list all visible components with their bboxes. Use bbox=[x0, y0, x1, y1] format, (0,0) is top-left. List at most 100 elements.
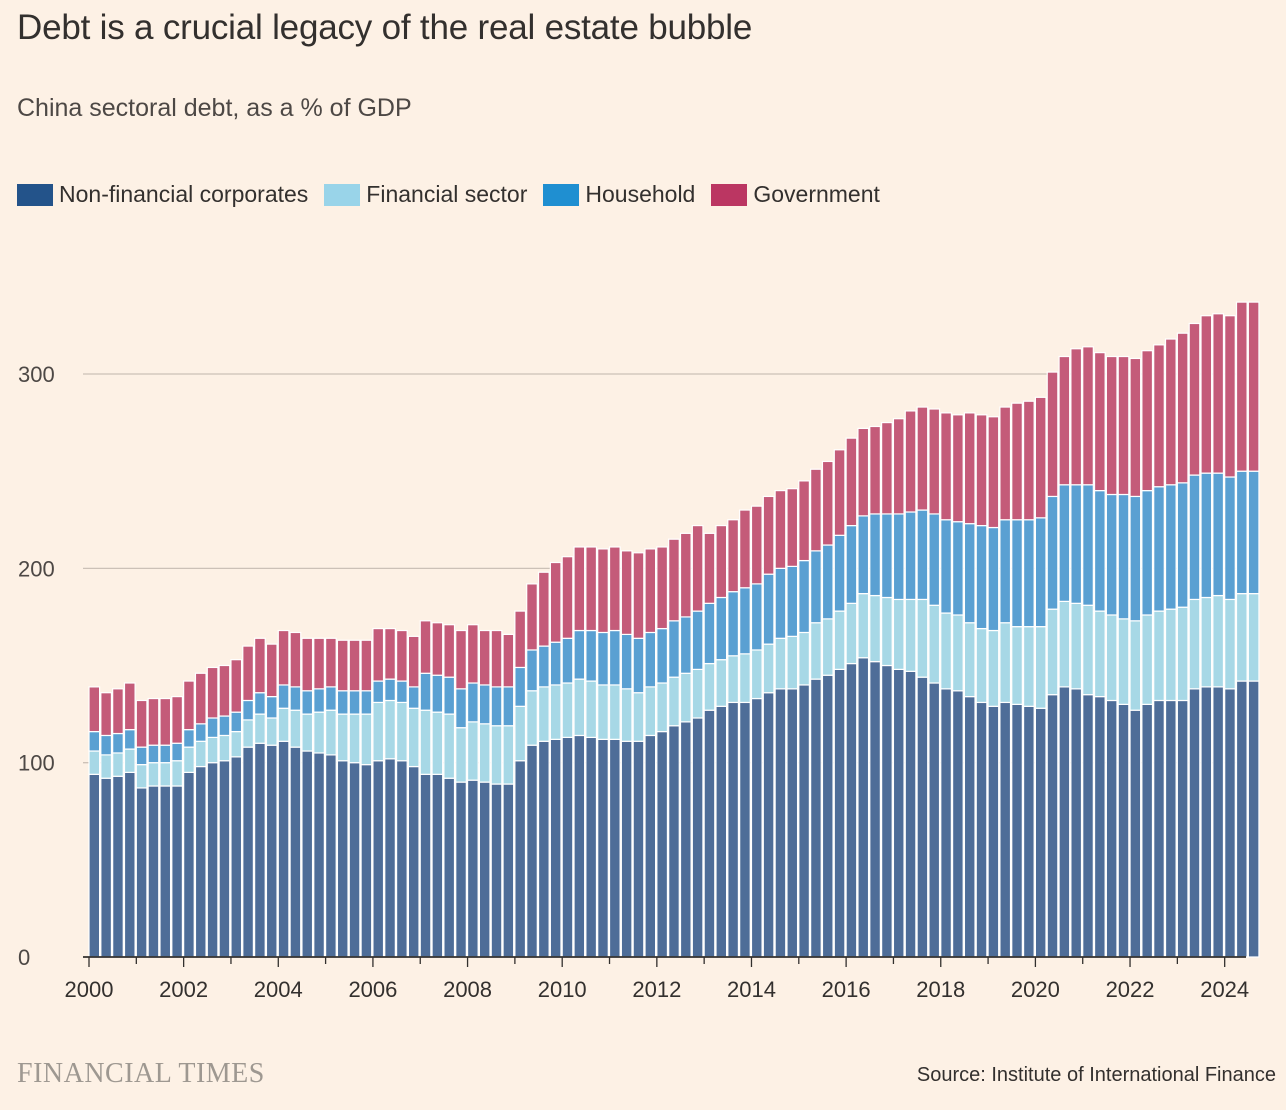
bar-segment bbox=[1247, 301, 1260, 472]
bar-segment bbox=[727, 655, 740, 704]
bar-segment bbox=[833, 534, 846, 612]
bar-segment bbox=[644, 548, 657, 634]
bar-segment bbox=[940, 412, 952, 521]
legend-item-financial-sector: Financial sector bbox=[324, 181, 527, 208]
bar-segment bbox=[1046, 495, 1059, 610]
bar-segment bbox=[727, 591, 740, 657]
bar-segment bbox=[395, 680, 408, 704]
bar-segment bbox=[703, 602, 716, 665]
bar-segment bbox=[277, 740, 290, 958]
bar-segment bbox=[573, 678, 586, 737]
bar-segment bbox=[691, 668, 704, 719]
bar-segment bbox=[1188, 688, 1201, 958]
bar-segment bbox=[999, 701, 1012, 958]
bar-segment bbox=[940, 612, 952, 690]
bar-segment bbox=[786, 635, 799, 690]
bar-segment bbox=[159, 744, 172, 764]
bar-segment bbox=[1093, 610, 1106, 698]
bar-segment bbox=[762, 495, 775, 575]
bar-segment bbox=[1212, 313, 1225, 474]
bar-segment bbox=[597, 738, 609, 958]
bar-segment bbox=[857, 427, 870, 517]
bar-segment bbox=[1141, 350, 1154, 492]
bar-segment bbox=[1164, 484, 1177, 610]
bar-segment bbox=[289, 686, 302, 711]
source-note: Source: Institute of International Finan… bbox=[916, 1064, 1276, 1086]
bar-segment bbox=[1117, 703, 1130, 958]
bar-segment bbox=[514, 760, 527, 958]
bar-segment bbox=[750, 505, 763, 585]
bar-segment bbox=[537, 571, 550, 647]
bar-segment bbox=[230, 711, 243, 733]
bar-segment bbox=[845, 602, 858, 665]
bar-segment bbox=[679, 532, 692, 618]
bar-segment bbox=[123, 682, 136, 731]
legend-label-financial-sector: Financial sector bbox=[366, 181, 528, 207]
bar-segment bbox=[1141, 614, 1154, 705]
bar-segment bbox=[881, 664, 893, 958]
bar-segment bbox=[1176, 482, 1189, 608]
bar-segment bbox=[1164, 608, 1177, 702]
x-tick-label: 2012 bbox=[632, 977, 681, 1002]
bar-segment bbox=[194, 765, 207, 958]
bar-segment bbox=[537, 740, 550, 958]
bar-segment bbox=[384, 678, 396, 702]
bar-segment bbox=[608, 738, 621, 958]
bar-segment bbox=[265, 744, 278, 958]
bar-segment bbox=[786, 688, 799, 958]
bar-segment bbox=[419, 773, 432, 958]
bar-segment bbox=[999, 406, 1012, 521]
bar-segment bbox=[135, 764, 148, 789]
x-tick-label: 2010 bbox=[538, 977, 587, 1002]
x-tick-label: 2014 bbox=[727, 977, 776, 1002]
bar-segment bbox=[881, 596, 893, 667]
bar-segment bbox=[112, 752, 124, 777]
bar-segment bbox=[112, 775, 124, 958]
bar-segment bbox=[218, 715, 231, 737]
bar-segment bbox=[395, 701, 408, 762]
bar-segment bbox=[549, 738, 562, 958]
bar-segment bbox=[585, 546, 598, 632]
x-tick-label: 2000 bbox=[65, 977, 114, 1002]
bar-segment bbox=[1117, 355, 1130, 496]
x-tick-label: 2016 bbox=[822, 977, 871, 1002]
bar-segment bbox=[608, 629, 621, 686]
bar-segment bbox=[1058, 600, 1071, 688]
bar-segment bbox=[218, 664, 231, 717]
bar-segment bbox=[951, 614, 964, 692]
bar-segment bbox=[975, 414, 988, 527]
bar-segment bbox=[502, 633, 515, 688]
bar-segment bbox=[928, 408, 941, 515]
bar-segment bbox=[171, 785, 184, 958]
bar-segment bbox=[526, 583, 538, 651]
bar-segment bbox=[1034, 396, 1047, 519]
bar-segment bbox=[1105, 355, 1118, 496]
bar-segment bbox=[313, 688, 325, 713]
bar-segment bbox=[277, 707, 290, 742]
bar-segment bbox=[478, 629, 491, 686]
bar-segment bbox=[715, 596, 728, 661]
bar-segment bbox=[703, 709, 716, 958]
bar-segment bbox=[798, 684, 810, 958]
bar-segment bbox=[514, 610, 527, 669]
bar-segment bbox=[1082, 694, 1094, 958]
bar-segment bbox=[656, 546, 669, 630]
bar-segment bbox=[987, 526, 1000, 632]
bar-segment bbox=[88, 773, 101, 958]
bar-segment bbox=[1022, 400, 1035, 521]
bar-segment bbox=[1200, 596, 1213, 688]
bar-segment bbox=[183, 729, 195, 748]
bar-segment bbox=[691, 717, 704, 958]
bar-segment bbox=[301, 750, 314, 958]
bar-segment bbox=[715, 705, 728, 958]
bar-segment bbox=[443, 713, 456, 779]
bar-segment bbox=[1129, 709, 1142, 958]
bar-segment bbox=[159, 785, 172, 958]
bar-segment bbox=[573, 546, 586, 632]
bar-segment bbox=[1034, 517, 1047, 628]
bar-segment bbox=[348, 762, 361, 958]
bar-segment bbox=[549, 561, 562, 643]
bar-segment bbox=[1212, 686, 1225, 958]
bar-segment bbox=[1105, 493, 1118, 616]
bar-segment bbox=[100, 754, 113, 779]
